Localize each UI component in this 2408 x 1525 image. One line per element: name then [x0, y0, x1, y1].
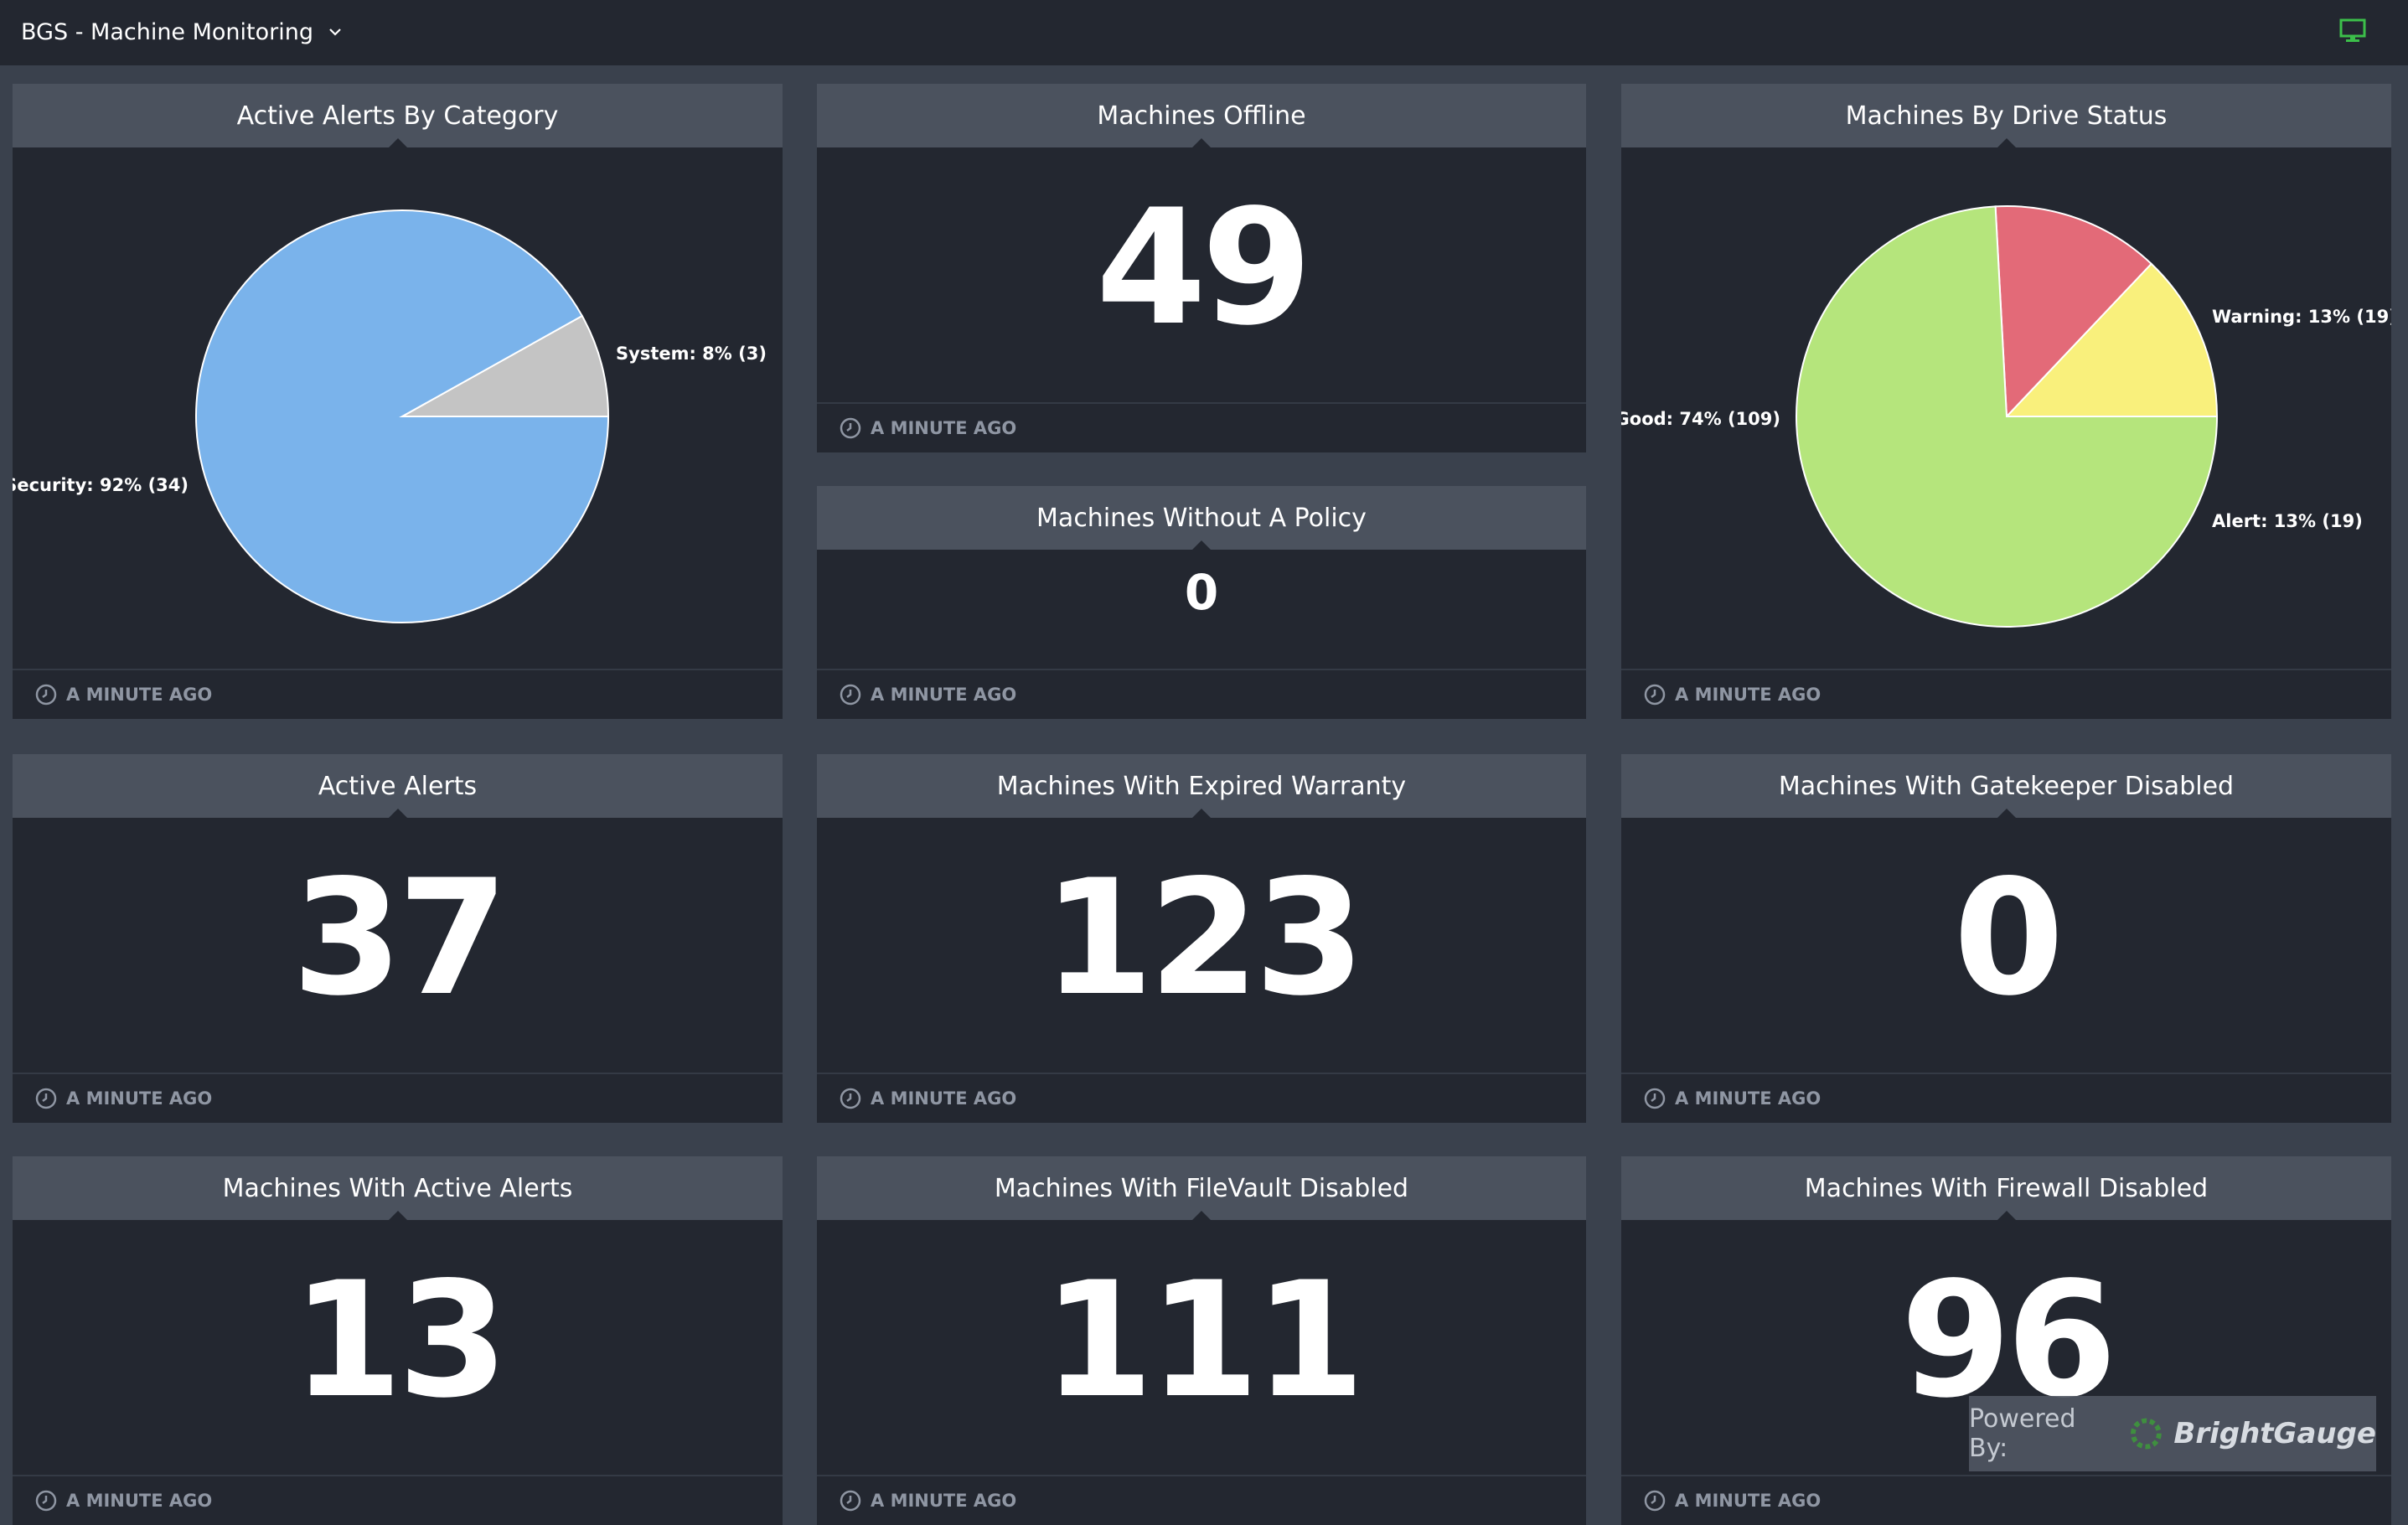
widget-machines-by-drive-status[interactable]: Machines By Drive Status Good: 74% (109)… — [1621, 84, 2391, 719]
updated-label: A MINUTE AGO — [871, 1088, 1017, 1109]
clock-icon — [840, 1490, 861, 1512]
widget-footer: A MINUTE AGO — [13, 1475, 783, 1525]
pie-slice-alert[interactable] — [2004, 262, 2219, 417]
clock-icon — [840, 684, 861, 706]
widget-active-alerts-by-category[interactable]: Active Alerts By Category Security: 92% … — [13, 84, 783, 719]
brightgauge-logo-icon — [2130, 1418, 2162, 1450]
pie-chart-alerts-by-category: Security: 92% (34) System: 8% (3) — [13, 209, 767, 623]
pie-label-warning: Warning: 13% (19) — [2212, 307, 2391, 327]
clock-icon — [840, 1088, 861, 1109]
widget-footer: A MINUTE AGO — [817, 1475, 1586, 1525]
clock-icon — [1644, 1490, 1666, 1512]
metric-value: 123 — [1042, 845, 1366, 1031]
clock-icon — [35, 1490, 57, 1512]
widget-footer: A MINUTE AGO — [817, 402, 1586, 452]
dashboard-selector[interactable]: BGS - Machine Monitoring — [21, 15, 344, 49]
pie-label-system: System: 8% (3) — [616, 344, 767, 364]
monitor-icon[interactable] — [2339, 18, 2366, 42]
widget-machines-gatekeeper-disabled[interactable]: Machines With Gatekeeper Disabled 0 A MI… — [1621, 754, 2391, 1123]
powered-by-label: Powered By: — [1969, 1404, 2076, 1463]
widget-footer: A MINUTE AGO — [1621, 1073, 2391, 1123]
widget-title: Machines Offline — [817, 84, 1586, 148]
updated-label: A MINUTE AGO — [1675, 685, 1822, 705]
metric-value: 13 — [292, 1248, 508, 1433]
pie-slice-good[interactable] — [1796, 205, 2219, 628]
metric-value: 49 — [1095, 175, 1312, 360]
updated-label: A MINUTE AGO — [1675, 1088, 1822, 1109]
clock-icon — [35, 684, 57, 706]
widget-footer: A MINUTE AGO — [1621, 1475, 2391, 1525]
pie-slice-warning[interactable] — [1994, 205, 2153, 419]
widget-footer: A MINUTE AGO — [13, 669, 783, 719]
widget-active-alerts[interactable]: Active Alerts 37 A MINUTE AGO — [13, 754, 783, 1123]
top-bar: BGS - Machine Monitoring — [0, 0, 2408, 65]
clock-icon — [840, 417, 861, 439]
pie-label-alert: Alert: 13% (19) — [2212, 511, 2363, 531]
widget-title: Machines With Active Alerts — [13, 1156, 783, 1221]
widget-machines-offline[interactable]: Machines Offline 49 A MINUTE AGO — [817, 84, 1586, 452]
updated-label: A MINUTE AGO — [66, 1491, 213, 1511]
metric-value: 111 — [1042, 1248, 1366, 1433]
widget-footer: A MINUTE AGO — [817, 1073, 1586, 1123]
widget-title: Machines With Firewall Disabled — [1621, 1156, 2391, 1221]
updated-label: A MINUTE AGO — [871, 418, 1017, 438]
pie-chart-drive-status: Good: 74% (109) Warning: 13% (19) Alert: 1… — [1621, 205, 2391, 628]
pie-slice-security[interactable] — [195, 209, 610, 623]
widget-title: Machines With FileVault Disabled — [817, 1156, 1586, 1221]
widget-machines-with-active-alerts[interactable]: Machines With Active Alerts 13 A MINUTE … — [13, 1156, 783, 1525]
widget-title: Machines With Expired Warranty — [817, 754, 1586, 819]
clock-icon — [1644, 1088, 1666, 1109]
widget-machines-without-policy[interactable]: Machines Without A Policy 0 A MINUTE AGO — [817, 486, 1586, 719]
pie-slice-system[interactable] — [399, 314, 610, 417]
brightgauge-brand: BrightGauge — [2173, 1417, 2376, 1450]
powered-by-watermark[interactable]: Powered By: BrightGauge — [1969, 1396, 2376, 1471]
metric-value: 0 — [1953, 845, 2064, 1031]
widget-footer: A MINUTE AGO — [1621, 669, 2391, 719]
widget-footer: A MINUTE AGO — [13, 1073, 783, 1123]
updated-label: A MINUTE AGO — [66, 1088, 213, 1109]
dashboard-title: BGS - Machine Monitoring — [21, 18, 314, 45]
metric-value: 37 — [292, 845, 508, 1031]
updated-label: A MINUTE AGO — [871, 685, 1017, 705]
widget-title: Machines With Gatekeeper Disabled — [1621, 754, 2391, 819]
widget-machines-filevault-disabled[interactable]: Machines With FileVault Disabled 111 A M… — [817, 1156, 1586, 1525]
widget-title: Active Alerts — [13, 754, 783, 819]
updated-label: A MINUTE AGO — [1675, 1491, 1822, 1511]
clock-icon — [35, 1088, 57, 1109]
metric-value: 0 — [1184, 564, 1219, 621]
widget-machines-expired-warranty[interactable]: Machines With Expired Warranty 123 A MIN… — [817, 754, 1586, 1123]
pie-label-security: Security: 92% (34) — [13, 475, 189, 495]
pie-label-good: Good: 74% (109) — [1621, 409, 1780, 429]
widget-title: Machines Without A Policy — [817, 486, 1586, 551]
updated-label: A MINUTE AGO — [66, 685, 213, 705]
widget-title: Active Alerts By Category — [13, 84, 783, 148]
clock-icon — [1644, 684, 1666, 706]
chevron-down-icon — [329, 28, 341, 36]
widget-title: Machines By Drive Status — [1621, 84, 2391, 148]
updated-label: A MINUTE AGO — [871, 1491, 1017, 1511]
widget-footer: A MINUTE AGO — [817, 669, 1586, 719]
